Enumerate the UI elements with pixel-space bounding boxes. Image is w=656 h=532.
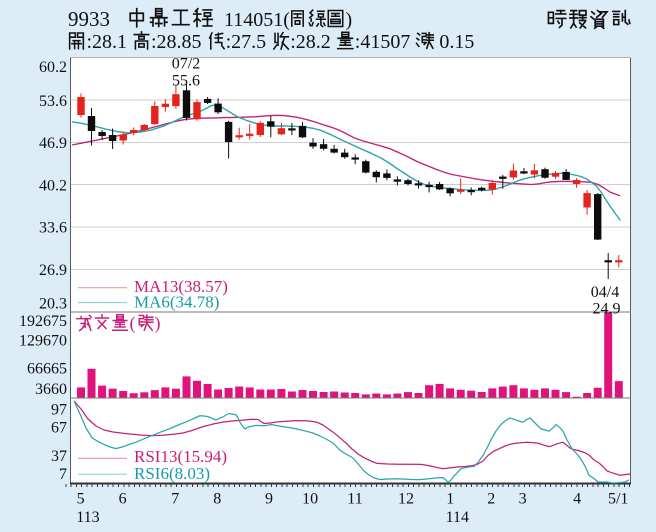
svg-text:7: 7 — [171, 491, 179, 508]
svg-text:5/1: 5/1 — [608, 491, 628, 508]
svg-text:07/2: 07/2 — [172, 56, 200, 73]
svg-text:5: 5 — [77, 491, 85, 508]
svg-text:114051(: 114051( — [224, 9, 290, 31]
svg-text:6: 6 — [119, 491, 127, 508]
svg-text:192675: 192675 — [19, 313, 67, 330]
svg-text::28.85: :28.85 — [151, 31, 202, 53]
svg-text:(: ( — [130, 313, 136, 334]
svg-text:2: 2 — [487, 491, 495, 508]
svg-text:40.2: 40.2 — [39, 177, 67, 194]
svg-text:9933: 9933 — [68, 7, 110, 31]
svg-text:RSI13(15.94): RSI13(15.94) — [134, 447, 227, 466]
svg-text::28.2: :28.2 — [290, 31, 331, 53]
svg-text:26.9: 26.9 — [39, 262, 67, 279]
svg-text:1: 1 — [446, 491, 454, 508]
svg-text:): ) — [346, 9, 353, 31]
svg-text:RSI6(8.03): RSI6(8.03) — [134, 464, 210, 483]
svg-text:10: 10 — [302, 491, 318, 508]
svg-text:33.6: 33.6 — [39, 220, 67, 237]
svg-text:53.6: 53.6 — [39, 93, 67, 110]
svg-text:46.9: 46.9 — [39, 135, 67, 152]
svg-text:3: 3 — [519, 491, 527, 508]
svg-text:MA13(38.57): MA13(38.57) — [134, 277, 228, 296]
svg-text:66665: 66665 — [27, 360, 67, 377]
svg-text:24.9: 24.9 — [593, 301, 621, 318]
svg-text::41507: :41507 — [355, 31, 411, 53]
svg-text:3660: 3660 — [35, 381, 67, 398]
svg-text:20.3: 20.3 — [39, 295, 67, 312]
svg-text:67: 67 — [51, 420, 67, 437]
svg-text:8: 8 — [213, 491, 221, 508]
svg-text:97: 97 — [51, 402, 67, 419]
svg-text:12: 12 — [398, 491, 414, 508]
svg-text:37: 37 — [51, 448, 67, 465]
svg-text:): ) — [155, 313, 161, 334]
svg-text:MA6(34.78): MA6(34.78) — [134, 293, 219, 312]
svg-text:60.2: 60.2 — [39, 59, 67, 76]
svg-text:04/4: 04/4 — [591, 284, 619, 301]
svg-text:4: 4 — [573, 491, 581, 508]
svg-text:114: 114 — [446, 509, 469, 526]
svg-text:113: 113 — [76, 509, 99, 526]
svg-text:129670: 129670 — [19, 332, 67, 349]
svg-text:0.15: 0.15 — [439, 31, 474, 53]
svg-text::27.5: :27.5 — [226, 31, 267, 53]
svg-text:7: 7 — [59, 466, 67, 483]
svg-text:9: 9 — [265, 491, 273, 508]
svg-text:11: 11 — [347, 491, 362, 508]
svg-text::28.1: :28.1 — [87, 31, 128, 53]
svg-text:55.6: 55.6 — [172, 73, 200, 90]
